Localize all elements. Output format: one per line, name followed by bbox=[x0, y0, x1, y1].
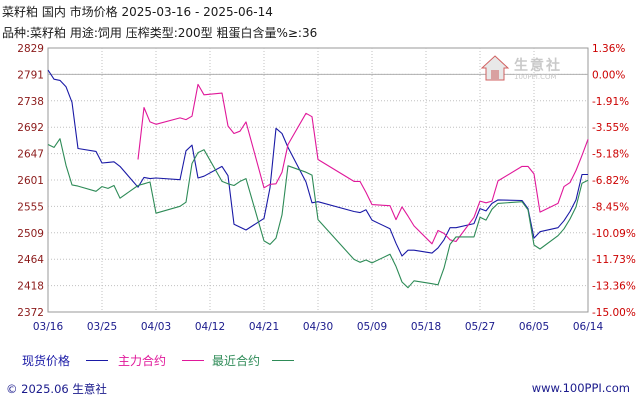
y2-tick-label: -13.36% bbox=[592, 281, 636, 293]
y-tick-label: 2829 bbox=[17, 43, 44, 55]
y2-tick-label: -6.82% bbox=[592, 175, 629, 187]
watermark-brand: 生意社 bbox=[514, 58, 562, 74]
y-tick-label: 2372 bbox=[17, 307, 44, 319]
x-tick-label: 04/12 bbox=[195, 321, 225, 333]
legend-swatch-spot bbox=[86, 360, 108, 361]
legend-label-recent: 最近合约 bbox=[212, 354, 261, 368]
y2-tick-label: -5.18% bbox=[592, 149, 629, 161]
y2-tick-label: -1.91% bbox=[592, 96, 629, 108]
legend-swatch-main bbox=[182, 360, 204, 361]
copyright-text: © 2025.06 生意社 bbox=[6, 382, 107, 396]
y2-tick-label: 0.00% bbox=[592, 69, 625, 81]
legend-label-main: 主力合约 bbox=[118, 354, 167, 368]
x-tick-label: 06/14 bbox=[573, 321, 604, 333]
legend-swatch-recent bbox=[272, 360, 294, 361]
watermark: 生意社 100PPI.COM bbox=[480, 54, 578, 84]
y-tick-label: 2418 bbox=[17, 281, 44, 293]
x-tick-label: 06/05 bbox=[519, 321, 549, 333]
series-line-main bbox=[137, 83, 589, 245]
series-line-recent bbox=[47, 138, 589, 289]
x-tick-label: 05/18 bbox=[411, 321, 441, 333]
y2-tick-label: -3.55% bbox=[592, 122, 629, 134]
y-tick-label: 2509 bbox=[17, 228, 44, 240]
y-tick-label: 2647 bbox=[17, 149, 44, 161]
y-tick-label: 2555 bbox=[17, 201, 44, 213]
house-logo-icon bbox=[480, 55, 510, 81]
y-tick-label: 2791 bbox=[17, 69, 44, 81]
legend-label-spot: 现货价格 bbox=[22, 354, 71, 368]
x-tick-label: 03/25 bbox=[87, 321, 117, 333]
x-tick-label: 04/30 bbox=[303, 321, 333, 333]
x-tick-label: 04/03 bbox=[141, 321, 171, 333]
site-url: www.100PPI.com bbox=[531, 381, 630, 395]
y-tick-label: 2464 bbox=[17, 254, 44, 266]
y2-tick-label: -10.09% bbox=[592, 228, 636, 240]
chart-title: 菜籽粕 国内 市场价格 2025-03-16 - 2025-06-14 bbox=[2, 5, 273, 19]
y-tick-label: 2738 bbox=[17, 96, 44, 108]
y2-tick-label: -11.73% bbox=[592, 254, 636, 266]
y2-tick-label: 1.36% bbox=[592, 43, 625, 55]
x-tick-label: 04/21 bbox=[249, 321, 279, 333]
y-tick-label: 2601 bbox=[17, 175, 44, 187]
y-tick-label: 2692 bbox=[17, 122, 44, 134]
chart-subtitle: 品种:菜籽粕 用途:饲用 压榨类型:200型 粗蛋白含量%≥:36 bbox=[2, 26, 318, 40]
x-tick-label: 05/09 bbox=[357, 321, 387, 333]
watermark-url: 100PPI.COM bbox=[514, 73, 557, 81]
x-tick-label: 05/27 bbox=[465, 321, 495, 333]
series-line-spot bbox=[47, 69, 588, 257]
x-tick-label: 03/16 bbox=[33, 321, 64, 333]
y2-tick-label: -8.45% bbox=[592, 201, 629, 213]
y2-tick-label: -15.00% bbox=[592, 307, 636, 319]
